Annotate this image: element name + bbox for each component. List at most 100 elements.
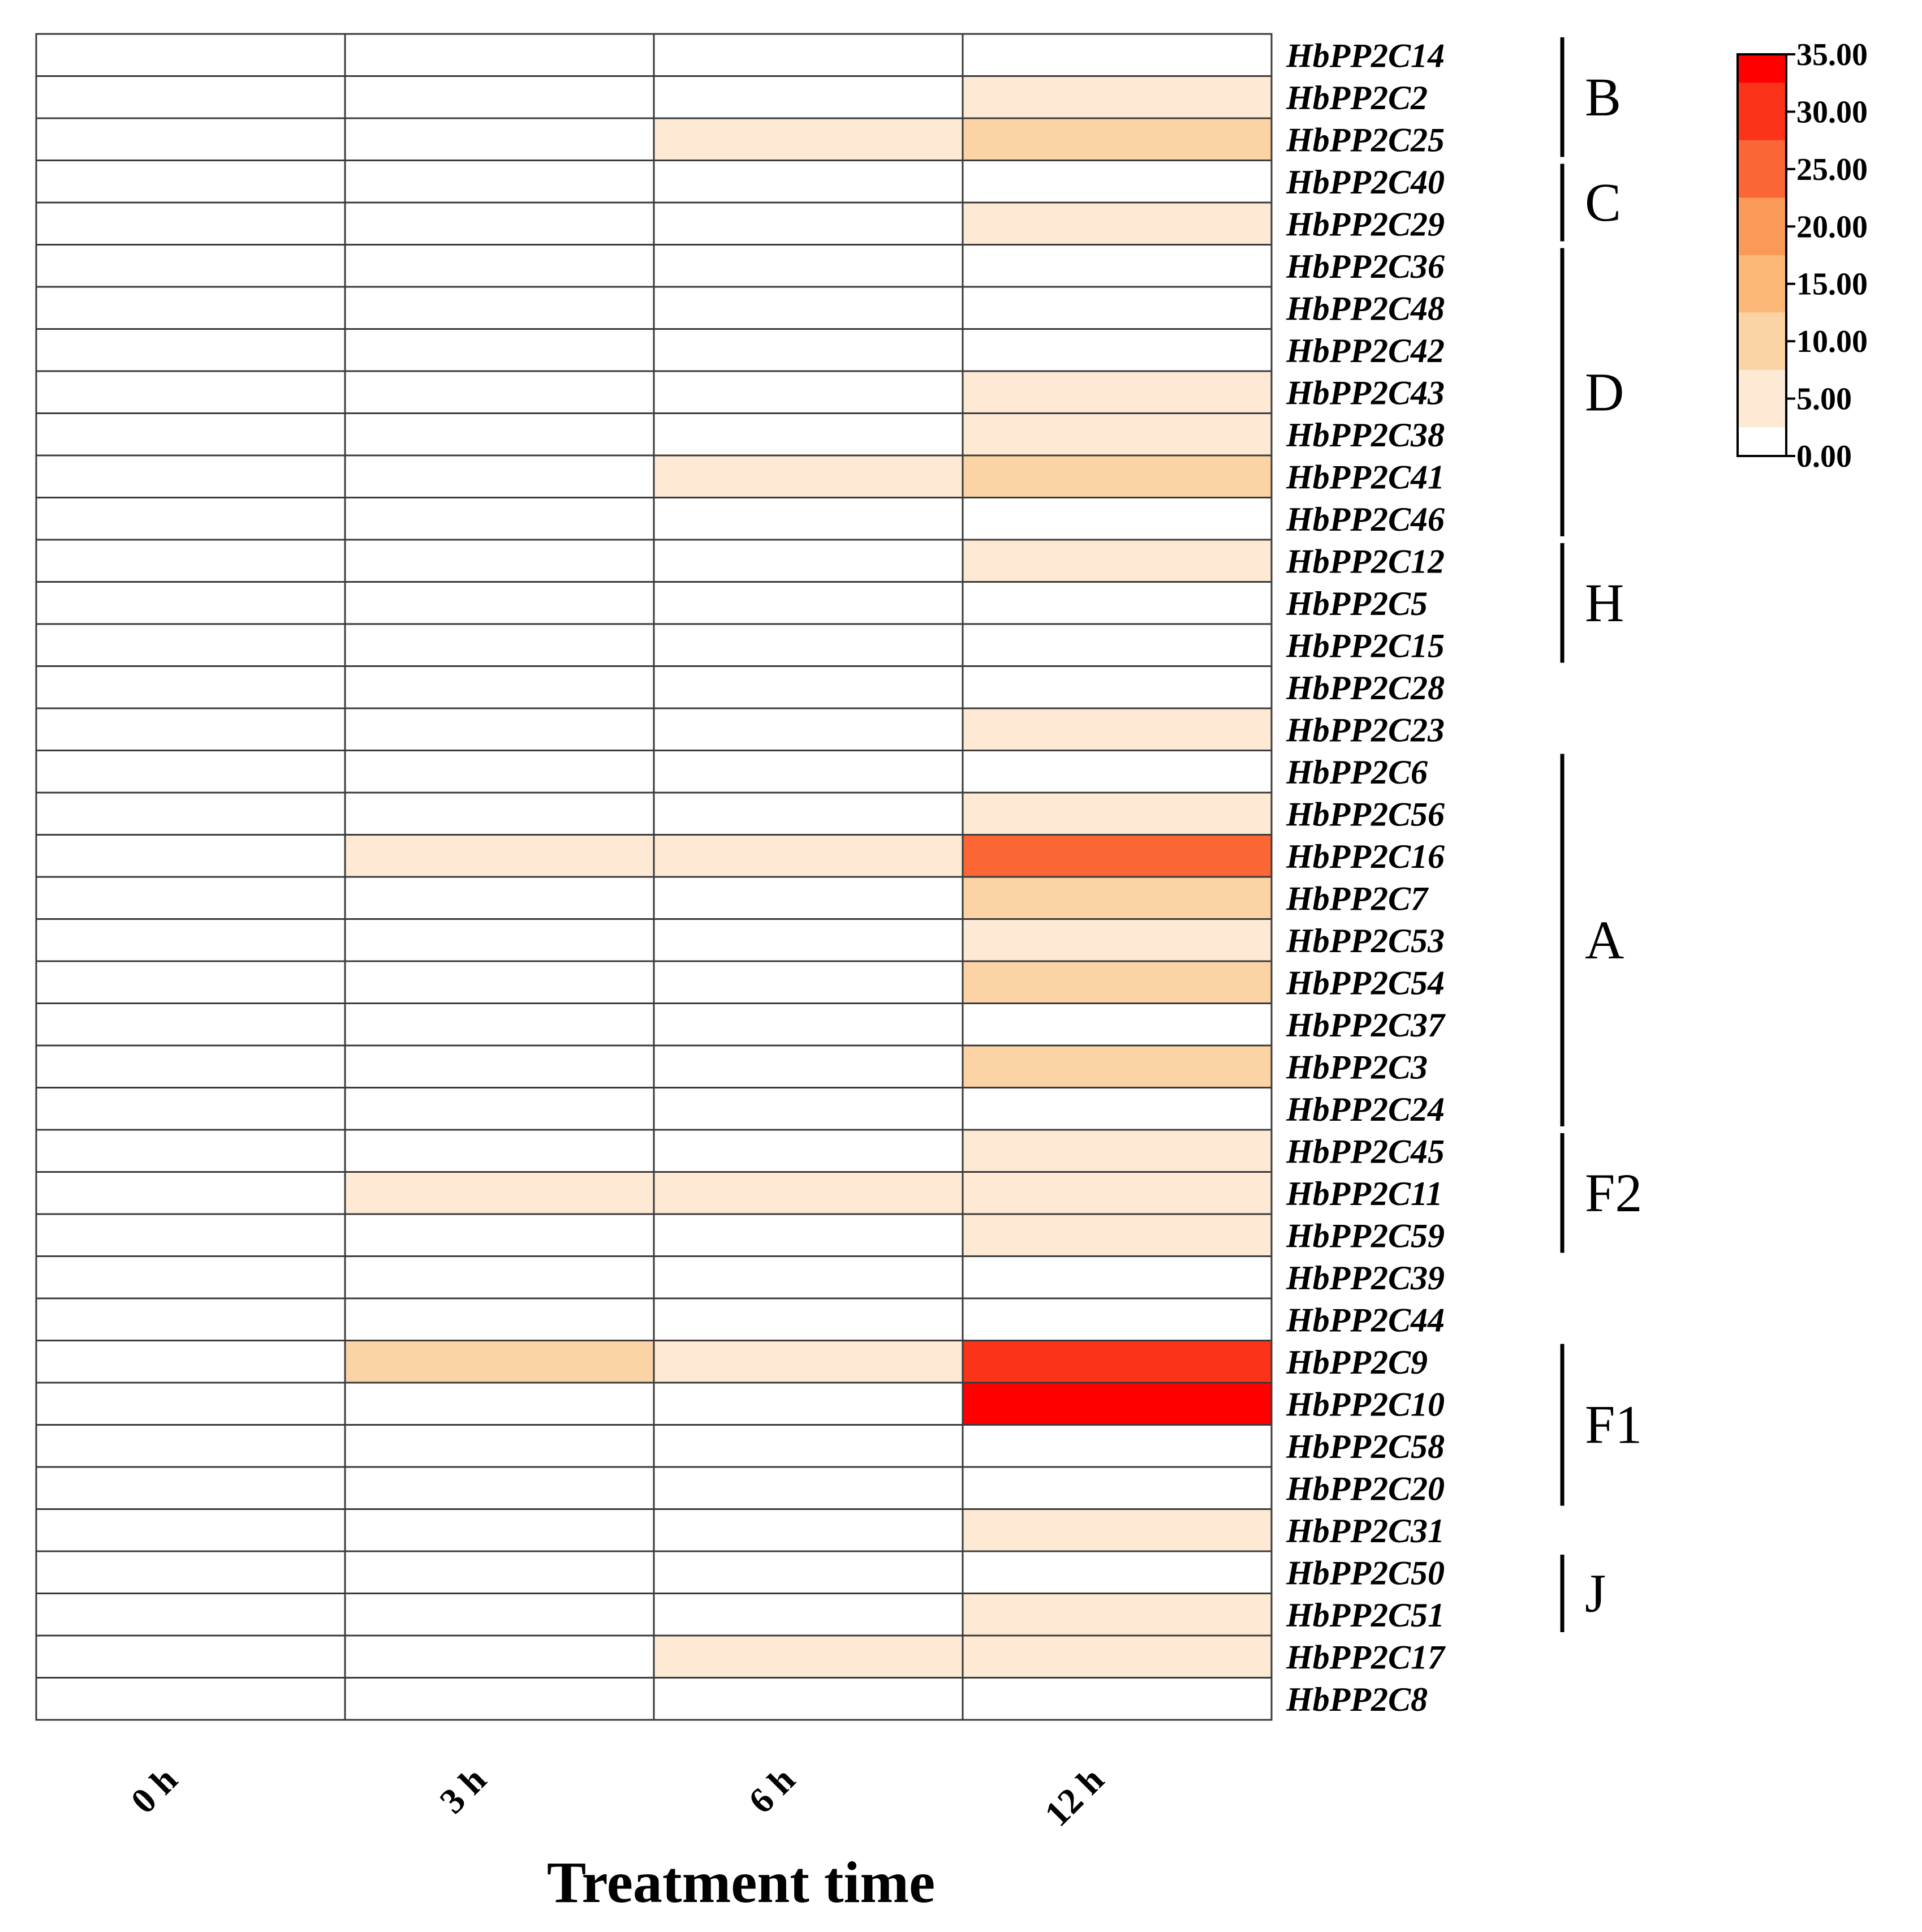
gene-label: HbPP2C6 [1286, 754, 1428, 791]
heatmap-cell [962, 328, 1273, 372]
x-axis-title: Treatment time [547, 1850, 935, 1915]
heatmap-cell [962, 160, 1273, 204]
heatmap-cell [962, 454, 1273, 498]
x-tick-label: 0 h [123, 1759, 185, 1821]
heatmap-cell [344, 1213, 655, 1257]
heatmap-cell [344, 834, 655, 878]
heatmap-cell [35, 834, 346, 878]
heatmap-cell [653, 1171, 964, 1215]
heatmap-cell [962, 1255, 1273, 1300]
heatmap-cell [962, 876, 1273, 920]
heatmap-cell [653, 1002, 964, 1047]
heatmap-cell [653, 497, 964, 541]
group-label: D [1585, 362, 1624, 422]
gene-label: HbPP2C10 [1286, 1385, 1445, 1423]
heatmap-cell [962, 918, 1273, 962]
heatmap-cell [344, 1255, 655, 1300]
gene-label: HbPP2C58 [1286, 1428, 1445, 1465]
group-label: A [1585, 910, 1624, 970]
heatmap-cells [35, 33, 1273, 1721]
gene-label: HbPP2C24 [1286, 1091, 1445, 1128]
heatmap-cell [344, 1508, 655, 1552]
heatmap-cell [344, 1424, 655, 1468]
gene-label: HbPP2C28 [1286, 669, 1445, 707]
group-label: C [1585, 172, 1621, 233]
heatmap-cell [35, 454, 346, 498]
legend-tick-label: 30.00 [1796, 94, 1868, 130]
heatmap-cell [35, 75, 346, 119]
heatmap-cell [344, 1466, 655, 1510]
gene-label: HbPP2C8 [1286, 1681, 1428, 1718]
legend-color-bin [1738, 369, 1786, 428]
heatmap-cell [653, 707, 964, 751]
heatmap-cell [653, 1508, 964, 1552]
heatmap-cell [344, 1340, 655, 1384]
heatmap-cell [962, 1297, 1273, 1341]
heatmap-cell [35, 160, 346, 204]
legend-tick-label: 25.00 [1796, 152, 1868, 187]
heatmap-cell [344, 328, 655, 372]
gene-label: HbPP2C41 [1286, 458, 1445, 496]
heatmap-cell [962, 1340, 1273, 1384]
heatmap-cell [35, 1424, 346, 1468]
heatmap-cell [35, 539, 346, 583]
heatmap-cell [344, 497, 655, 541]
gene-label: HbPP2C5 [1286, 585, 1428, 622]
heatmap-cell [344, 454, 655, 498]
heatmap-cell [653, 750, 964, 794]
heatmap-cell [962, 1129, 1273, 1173]
heatmap-cell [344, 581, 655, 625]
heatmap-cell [962, 1593, 1273, 1637]
heatmap-cell [653, 1340, 964, 1384]
group-label: B [1585, 67, 1621, 127]
heatmap-cell [653, 1087, 964, 1131]
heatmap-cell [344, 1382, 655, 1426]
heatmap-cell [962, 707, 1273, 751]
heatmap-cell [653, 286, 964, 330]
heatmap-cell [962, 1213, 1273, 1257]
gene-labels: HbPP2C14 HbPP2C2 HbPP2C25 HbPP2C40 HbPP2C29 H… [1286, 37, 1446, 1718]
heatmap-cell [35, 1382, 346, 1426]
heatmap-cell [653, 1424, 964, 1468]
heatmap-cell [962, 1677, 1273, 1721]
heatmap-cell [962, 370, 1273, 414]
heatmap-cell [653, 160, 964, 204]
heatmap-cell [344, 1677, 655, 1721]
heatmap-cell [344, 1297, 655, 1341]
heatmap-cell [344, 1002, 655, 1047]
heatmap-cell [344, 160, 655, 204]
heatmap-cell [962, 1424, 1273, 1468]
heatmap-cell [344, 412, 655, 457]
heatmap-cell [344, 1129, 655, 1173]
heatmap-cell [344, 201, 655, 246]
gene-label: HbPP2C59 [1286, 1217, 1445, 1254]
heatmap-cell [35, 1255, 346, 1300]
heatmap-cell [962, 834, 1273, 878]
heatmap-cell [962, 960, 1273, 1004]
heatmap-cell [35, 1213, 346, 1257]
gene-label: HbPP2C51 [1286, 1597, 1445, 1634]
legend-tick-label: 35.00 [1796, 37, 1868, 72]
heatmap-cell [35, 707, 346, 751]
heatmap-cell [653, 117, 964, 161]
heatmap-cell [344, 1593, 655, 1637]
group-label: H [1585, 573, 1624, 633]
heatmap-cell [35, 791, 346, 836]
heatmap-cell [35, 1677, 346, 1721]
heatmap-cell [35, 412, 346, 457]
gene-label: HbPP2C36 [1286, 248, 1445, 285]
heatmap-cell [35, 370, 346, 414]
heatmap-cell [35, 201, 346, 246]
heatmap-cell [653, 960, 964, 1004]
x-tick-label: 3 h [432, 1759, 494, 1821]
heatmap-cell [962, 581, 1273, 625]
heatmap-cell [344, 286, 655, 330]
legend-color-bin [1738, 427, 1786, 456]
heatmap-cell [962, 201, 1273, 246]
heatmap-cell [962, 665, 1273, 709]
heatmap-cell [35, 497, 346, 541]
heatmap-cell [962, 1044, 1273, 1088]
gene-label: HbPP2C56 [1286, 795, 1445, 833]
heatmap-cell [344, 960, 655, 1004]
